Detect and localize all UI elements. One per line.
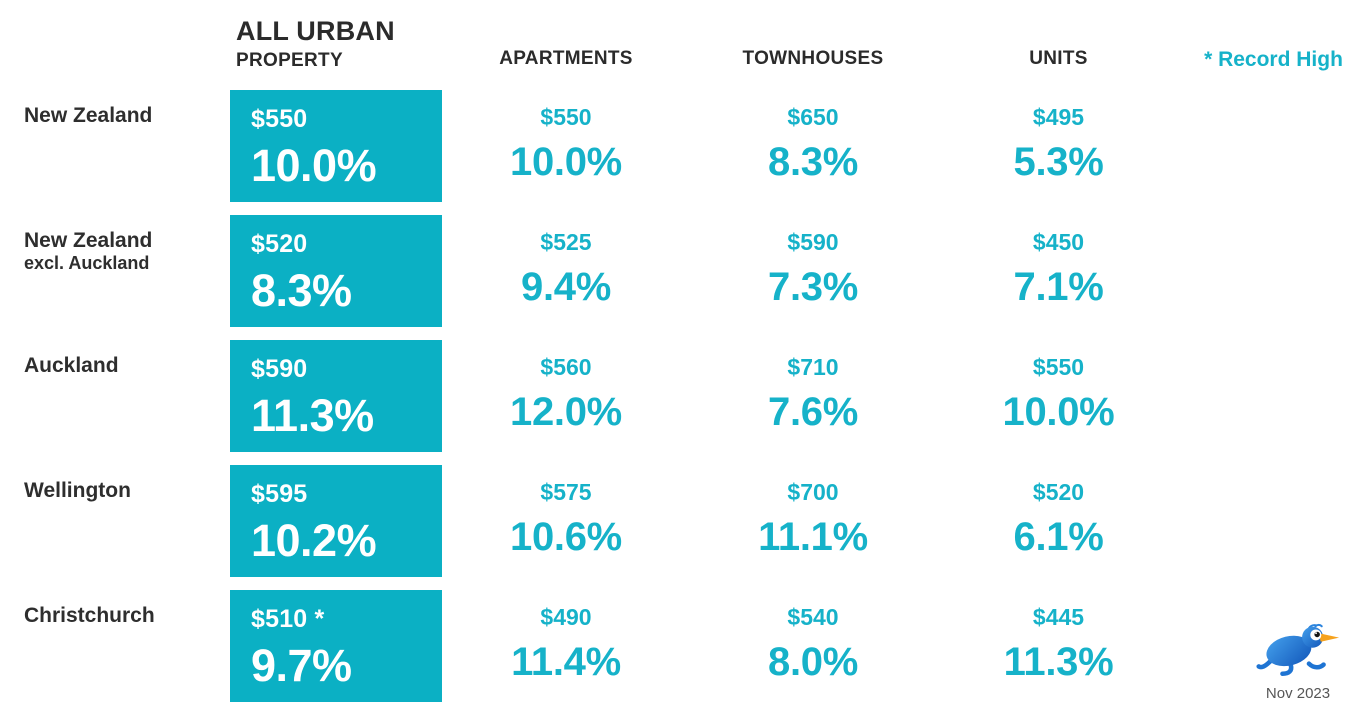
price-value: $650 [787, 104, 839, 130]
percent-value: 7.3% [768, 265, 858, 309]
percent-value: 10.2% [251, 515, 377, 566]
units-cell: $520 6.1% [936, 465, 1181, 577]
percent-value: 10.0% [251, 140, 377, 191]
percent-value: 7.6% [768, 390, 858, 434]
townhouses-cell: $700 11.1% [690, 465, 936, 577]
row-label-nz-excl-auckland: New Zealand excl. Auckland [0, 215, 230, 327]
column-header-all-urban-property: ALL URBAN PROPERTY [230, 0, 442, 77]
townhouses-cell: $590 7.3% [690, 215, 936, 327]
percent-value: 11.3% [1003, 640, 1114, 684]
percent-value: 6.1% [1013, 515, 1104, 559]
price-value: $510 * [251, 605, 325, 633]
all-urban-cell: $520 8.3% [230, 215, 442, 327]
percent-value: 8.3% [768, 140, 858, 184]
header-spacer [0, 0, 230, 77]
row-spacer [1181, 340, 1366, 452]
row-label-line1: Christchurch [24, 604, 155, 627]
price-value: $700 [787, 479, 839, 505]
price-value: $525 [540, 229, 592, 255]
row-label-line1: New Zealand [24, 104, 153, 127]
row-label-line1: New Zealand [24, 229, 153, 252]
price-value: $710 [787, 354, 839, 380]
units-cell: $450 7.1% [936, 215, 1181, 327]
row-label-line2: excl. Auckland [24, 252, 150, 273]
row-spacer [1181, 465, 1366, 577]
percent-value: 10.6% [510, 515, 622, 559]
price-value: $560 [540, 354, 592, 380]
units-cell: $495 5.3% [936, 90, 1181, 202]
price-value: $520 [251, 230, 308, 258]
all-urban-cell: $550 10.0% [230, 90, 442, 202]
brand-block: Nov 2023 [1246, 622, 1350, 702]
units-cell: $550 10.0% [936, 340, 1181, 452]
row-spacer [1181, 215, 1366, 327]
header-property: PROPERTY [236, 50, 343, 71]
apartments-cell: $550 10.0% [442, 90, 690, 202]
column-header-units: UNITS [1029, 48, 1088, 69]
all-urban-cell: $590 11.3% [230, 340, 442, 452]
record-high-legend: * Record High [1204, 48, 1343, 71]
column-header-apartments: APARTMENTS [499, 48, 633, 69]
row-label-auckland: Auckland [0, 340, 230, 452]
header-all-urban: ALL URBAN [236, 16, 395, 46]
percent-value: 10.0% [510, 140, 622, 184]
apartments-cell: $525 9.4% [442, 215, 690, 327]
price-value: $590 [787, 229, 839, 255]
townhouses-cell: $650 8.3% [690, 90, 936, 202]
percent-value: 11.4% [511, 640, 621, 684]
price-value: $590 [251, 355, 308, 383]
row-label-line1: Auckland [24, 354, 119, 377]
price-value: $575 [540, 479, 592, 505]
kiwi-bird-icon [1256, 623, 1340, 682]
percent-value: 5.3% [1013, 140, 1104, 184]
price-value: $490 [540, 604, 592, 630]
percent-value: 10.0% [1002, 390, 1115, 434]
apartments-cell: $560 12.0% [442, 340, 690, 452]
percent-value: 7.1% [1013, 265, 1104, 309]
apartments-cell: $490 11.4% [442, 590, 690, 702]
percent-value: 9.7% [251, 640, 352, 691]
units-cell: $445 11.3% [936, 590, 1181, 702]
row-label-wellington: Wellington [0, 465, 230, 577]
percent-value: 8.0% [768, 640, 858, 684]
price-value: $550 [540, 104, 592, 130]
row-label-christchurch: Christchurch [0, 590, 230, 702]
price-value: $550 [1032, 354, 1085, 380]
percent-value: 8.3% [251, 265, 352, 316]
row-label-new-zealand: New Zealand [0, 90, 230, 202]
price-value: $495 [1032, 104, 1085, 130]
price-value: $445 [1032, 604, 1085, 630]
apartments-cell: $575 10.6% [442, 465, 690, 577]
townhouses-cell: $710 7.6% [690, 340, 936, 452]
price-value: $520 [1032, 479, 1085, 505]
all-urban-cell: $510 * 9.7% [230, 590, 442, 702]
price-value: $540 [787, 604, 839, 630]
price-value: $595 [251, 480, 308, 508]
townhouses-cell: $540 8.0% [690, 590, 936, 702]
percent-value: 11.1% [758, 515, 868, 559]
row-spacer [1181, 90, 1366, 202]
percent-value: 12.0% [510, 390, 622, 434]
row-label-line1: Wellington [24, 479, 131, 502]
all-urban-cell: $595 10.2% [230, 465, 442, 577]
percent-value: 11.3% [251, 390, 374, 441]
date-label: Nov 2023 [1265, 685, 1331, 702]
percent-value: 9.4% [521, 265, 611, 309]
price-value: $450 [1032, 229, 1085, 255]
column-header-townhouses: TOWNHOUSES [742, 48, 884, 69]
price-value: $550 [251, 105, 308, 133]
